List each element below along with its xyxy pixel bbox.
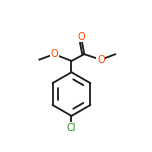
Text: Cl: Cl (67, 123, 76, 133)
Text: O: O (77, 31, 85, 41)
Text: O: O (50, 49, 58, 59)
Text: O: O (97, 55, 105, 65)
